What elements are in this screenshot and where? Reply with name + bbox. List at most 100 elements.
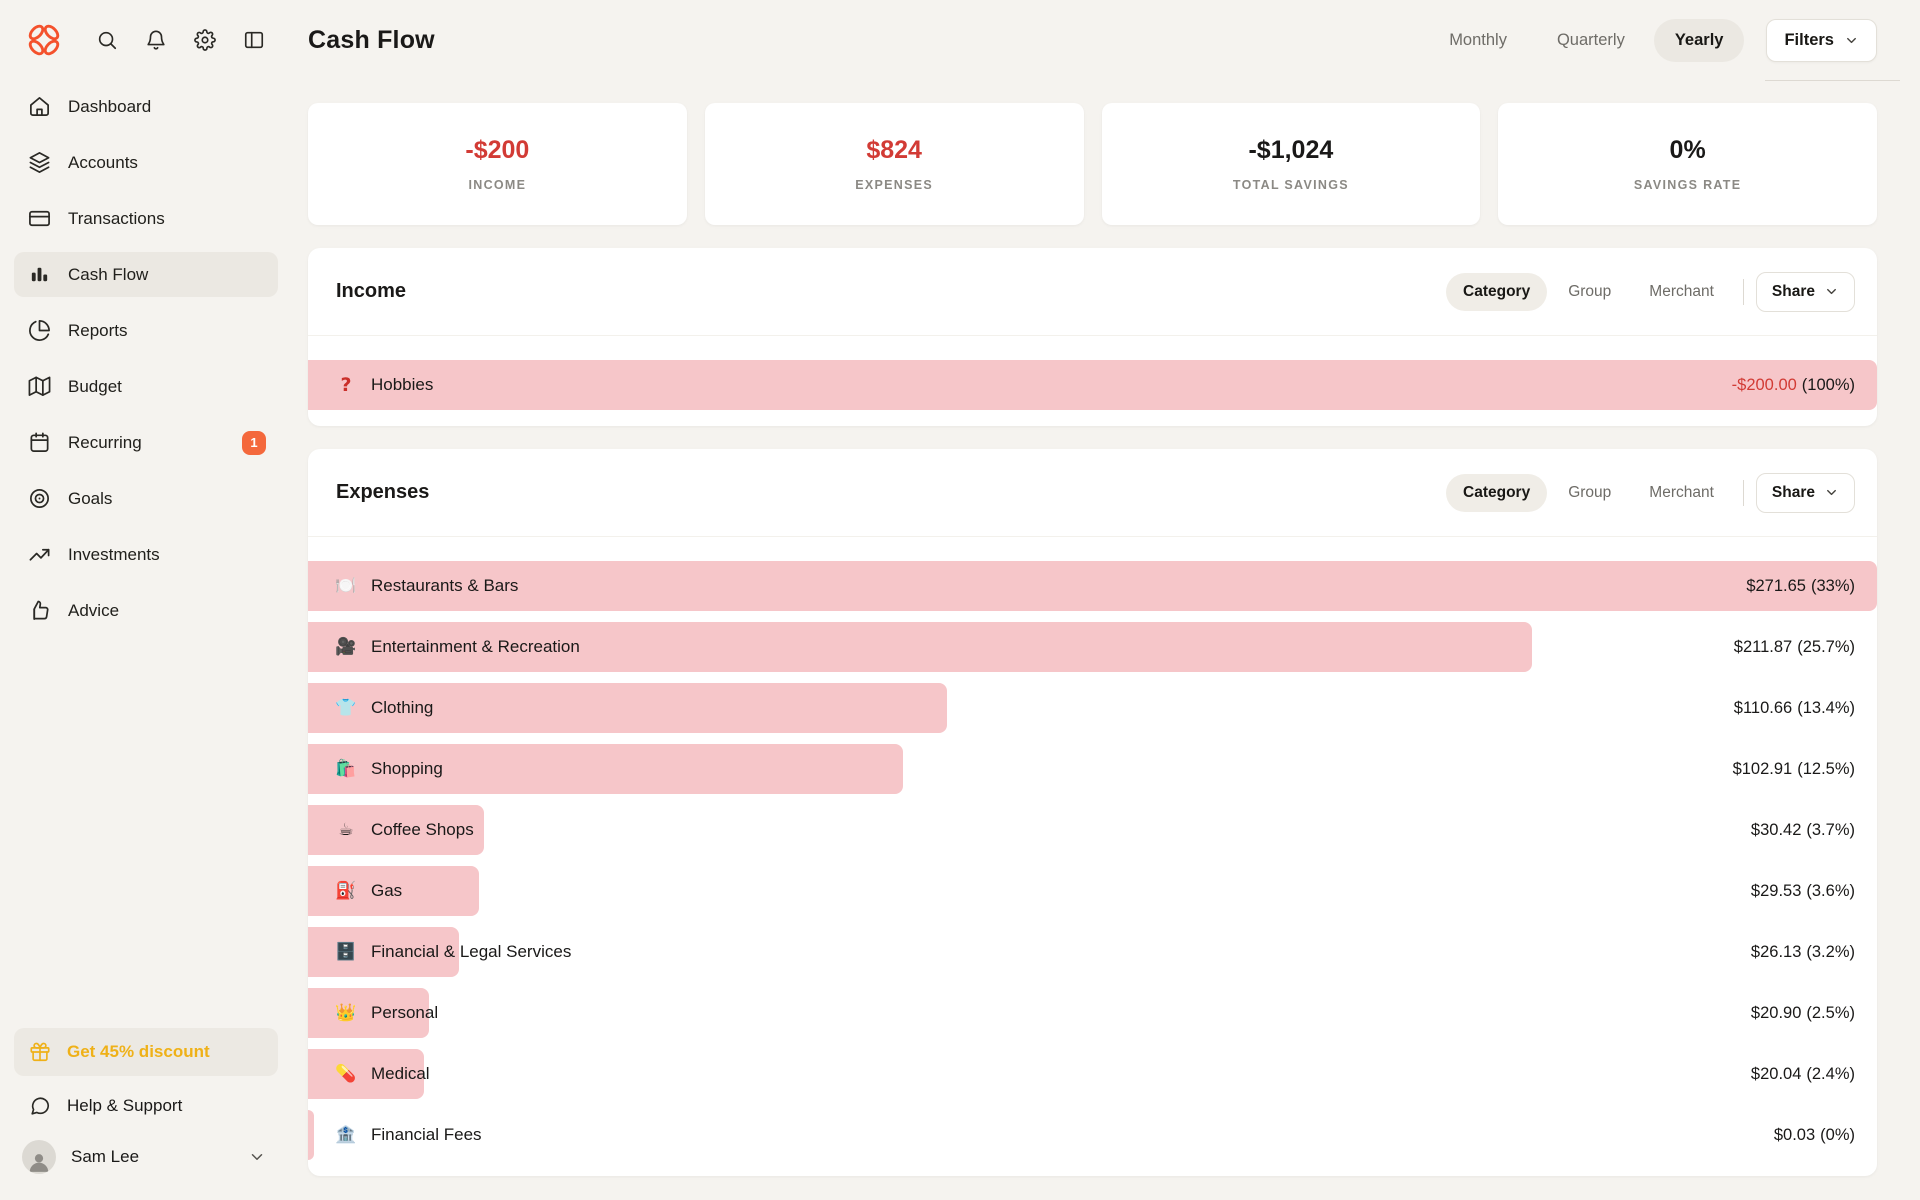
expenses-row-entertainment-recreation[interactable]: 🎥 Entertainment & Recreation $211.87 (25… — [308, 622, 1877, 672]
summary-value: 0% — [1669, 136, 1706, 164]
income-share-button[interactable]: Share — [1755, 271, 1855, 312]
expenses-row-financial-fees[interactable]: 🏦 Financial Fees $0.03 (0%) — [308, 1110, 1877, 1160]
main-content: Cash Flow Monthly Quarterly Yearly Filters… — [288, 0, 1920, 1200]
summary-card-income: -$200 INCOME — [308, 103, 687, 225]
income-header: Income Category Group Merchant Share — [308, 248, 1877, 336]
summary-card-savings-rate: 0% SAVINGS RATE — [1498, 103, 1877, 225]
expenses-row-restaurants-bars[interactable]: 🍽️ Restaurants & Bars $271.65 (33%) — [308, 561, 1877, 611]
help-support[interactable]: Help & Support — [14, 1082, 278, 1130]
expenses-tab-category[interactable]: Category — [1446, 473, 1548, 512]
category-value: $30.42 (3.7%) — [1751, 805, 1855, 855]
expenses-tab-group[interactable]: Group — [1568, 483, 1612, 501]
sidebar-item-cash-flow[interactable]: Cash Flow — [14, 252, 278, 297]
sidebar-item-label: Budget — [68, 376, 122, 396]
category-amount: $271.65 — [1746, 576, 1806, 595]
category-bar — [308, 622, 1532, 672]
summary-value: -$1,024 — [1248, 136, 1334, 164]
sidebar-item-label: Reports — [68, 320, 128, 340]
chevron-down-icon — [1847, 37, 1856, 43]
category-percent: (100%) — [1801, 375, 1855, 394]
sidebar-item-transactions[interactable]: Transactions — [14, 196, 278, 241]
chevron-down-icon — [248, 1148, 266, 1166]
income-row-hobbies[interactable]: ? Hobbies -$200.00 (100%) — [308, 360, 1877, 410]
category-amount: $20.04 — [1750, 1064, 1802, 1083]
sidebar-item-reports[interactable]: Reports — [14, 308, 278, 353]
sidebar-item-investments[interactable]: Investments — [14, 532, 278, 577]
divider — [1742, 479, 1744, 506]
sidebar-item-label: Dashboard — [68, 96, 152, 116]
period-tab-quarterly[interactable]: Quarterly — [1556, 30, 1625, 49]
expenses-row-shopping[interactable]: 🛍️ Shopping $102.91 (12.5%) — [308, 744, 1877, 794]
expenses-tab-merchant[interactable]: Merchant — [1649, 483, 1714, 501]
income-tab-category[interactable]: Category — [1446, 272, 1548, 311]
gear-icon[interactable] — [193, 28, 217, 52]
expenses-section: Expenses Category Group Merchant Share 🍽️ … — [308, 449, 1877, 1176]
home-icon — [28, 95, 51, 118]
income-tabs: Category Group Merchant — [1446, 272, 1731, 311]
sidebar-item-label: Advice — [68, 600, 120, 620]
category-amount: $102.91 — [1732, 759, 1793, 778]
expenses-row-medical[interactable]: 💊 Medical $20.04 (2.4%) — [308, 1049, 1877, 1099]
search-icon[interactable] — [95, 28, 119, 52]
income-tab-group[interactable]: Group — [1568, 282, 1612, 300]
sidebar-item-accounts[interactable]: Accounts — [14, 140, 278, 185]
layers-icon — [28, 151, 51, 174]
layout-panel-icon[interactable] — [242, 28, 266, 52]
monarch-logo-icon[interactable] — [24, 20, 64, 60]
expenses-row-financial-legal-services[interactable]: 🗄️ Financial & Legal Services $26.13 (3.… — [308, 927, 1877, 977]
category-percent: (3.7%) — [1806, 820, 1855, 839]
expenses-row-clothing[interactable]: 👕 Clothing $110.66 (13.4%) — [308, 683, 1877, 733]
target-icon — [28, 487, 51, 510]
category-amount: $26.13 — [1750, 942, 1802, 961]
category-value: -$200.00 (100%) — [1732, 360, 1855, 410]
category-amount: $110.66 — [1733, 698, 1793, 717]
sidebar-item-label: Transactions — [68, 208, 165, 228]
category-bar — [308, 744, 903, 794]
category-percent: (33%) — [1810, 576, 1855, 595]
sidebar-top — [14, 0, 278, 80]
chevron-down-icon — [1827, 489, 1836, 496]
income-section: Income Category Group Merchant Share ? Hob… — [308, 248, 1877, 426]
category-bar — [308, 1110, 315, 1160]
sidebar-item-budget[interactable]: Budget — [14, 364, 278, 409]
sidebar-item-dashboard[interactable]: Dashboard — [14, 84, 278, 129]
restaurants-icon: 🍽️ — [335, 575, 357, 596]
category-label: Personal — [371, 1003, 439, 1022]
category-bar — [308, 866, 480, 916]
period-tab-monthly[interactable]: Monthly — [1449, 30, 1507, 49]
category-bar — [308, 360, 1877, 410]
discount-banner[interactable]: Get 45% discount — [14, 1028, 278, 1076]
help-label: Help & Support — [67, 1096, 183, 1115]
expenses-row-coffee-shops[interactable]: ☕ Coffee Shops $30.42 (3.7%) — [308, 805, 1877, 855]
category-percent: (25.7%) — [1797, 637, 1855, 656]
period-tab-yearly[interactable]: Yearly — [1653, 18, 1745, 62]
category-label: Financial & Legal Services — [371, 942, 572, 961]
expenses-row-gas[interactable]: ⛽ Gas $29.53 (3.6%) — [308, 866, 1877, 916]
expenses-share-button[interactable]: Share — [1755, 472, 1855, 513]
category-percent: (3.6%) — [1806, 881, 1855, 900]
filters-button[interactable]: Filters — [1766, 18, 1877, 62]
sidebar-item-advice[interactable]: Advice — [14, 588, 278, 633]
expenses-row-personal[interactable]: 👑 Personal $20.90 (2.5%) — [308, 988, 1877, 1038]
bell-icon[interactable] — [144, 28, 168, 52]
bank-icon: 🏦 — [335, 1124, 357, 1145]
category-percent: (12.5%) — [1797, 759, 1855, 778]
sidebar-item-goals[interactable]: Goals — [14, 476, 278, 521]
category-amount: $20.90 — [1750, 1003, 1802, 1022]
category-label: Financial Fees — [371, 1125, 482, 1144]
trending-up-icon — [28, 543, 51, 566]
summary-card-expenses: $824 EXPENSES — [704, 103, 1084, 225]
category-label: Gas — [371, 881, 403, 900]
category-bar — [308, 561, 1877, 611]
summary-label: INCOME — [468, 178, 527, 192]
category-amount: $30.42 — [1750, 820, 1802, 839]
income-tab-merchant[interactable]: Merchant — [1649, 282, 1714, 300]
sidebar-item-recurring[interactable]: Recurring 1 — [14, 420, 278, 465]
summary-card-total-savings: -$1,024 TOTAL SAVINGS — [1101, 103, 1481, 225]
sidebar: Dashboard Accounts Transactions Cash Flo… — [0, 0, 288, 1200]
divider — [1742, 278, 1744, 305]
user-menu[interactable]: Sam Lee — [14, 1130, 278, 1184]
category-value: $26.13 (3.2%) — [1751, 927, 1855, 977]
sidebar-top-icons — [95, 28, 266, 52]
